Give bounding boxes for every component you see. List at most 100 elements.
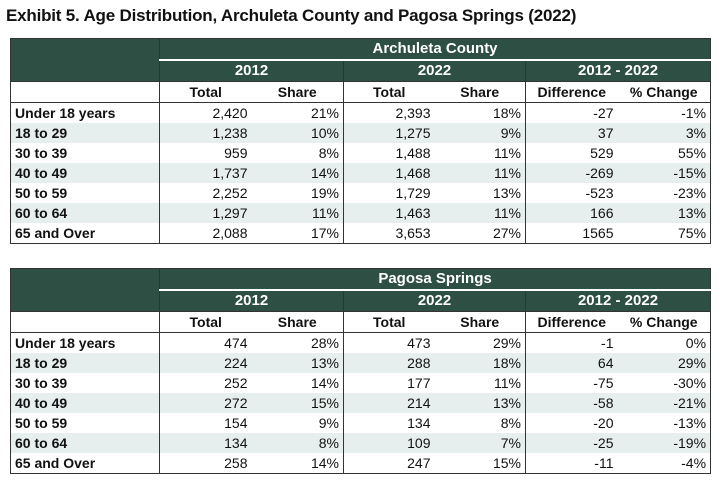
table-geography-header: Pagosa Springs: [158, 268, 711, 291]
row-label: 18 to 29: [10, 353, 160, 373]
table-geography-header: Archuleta County: [158, 38, 711, 61]
cell: 2,420: [159, 102, 252, 123]
row-label: Under 18 years: [15, 105, 116, 121]
table-row: 30 to 39 959 8% 1,488 11% 529 55%: [11, 143, 711, 163]
column-header: % Change: [617, 311, 711, 333]
year-group-header: 2012 - 2022: [524, 60, 711, 82]
cell: 28%: [310, 335, 339, 351]
cell: 15%: [492, 455, 521, 471]
cell: -15%: [617, 163, 711, 183]
column-header: Difference: [525, 81, 618, 103]
cell: 1,488: [343, 143, 435, 163]
cell: -269: [525, 163, 618, 183]
cell: 11%: [494, 145, 521, 161]
row-label: 50 to 59: [15, 415, 68, 431]
cell: -58: [525, 393, 618, 413]
cell: 29%: [617, 353, 711, 373]
cell: 1,463: [343, 203, 435, 223]
table-row: 50 to 59 2,252 19% 1,729 13% -523 -23%: [11, 183, 711, 203]
table-row: Under 18 years 2,420 21% 2,393 18% -27 -1%: [11, 102, 711, 123]
cell: -19%: [617, 433, 711, 453]
column-header: Share: [251, 311, 344, 333]
row-label: 30 to 39: [15, 375, 68, 391]
cell: 3%: [617, 123, 711, 143]
cell: 18%: [434, 353, 526, 373]
cell: 2,252: [159, 183, 252, 203]
cell: -20: [525, 413, 618, 433]
cell: 214: [343, 393, 435, 413]
table-row: 40 to 49 272 15% 214 13% -58 -21%: [10, 393, 711, 413]
column-header: Total: [159, 81, 252, 103]
cell: 9%: [318, 415, 339, 431]
cell: 134: [343, 413, 435, 433]
cell: 529: [525, 143, 618, 163]
row-label: 50 to 59: [15, 185, 68, 201]
cell: 272: [159, 393, 252, 413]
column-header: Share: [434, 311, 526, 333]
row-label: 40 to 49: [10, 393, 160, 413]
row-label: Under 18 years: [15, 335, 116, 351]
cell: 14%: [251, 163, 344, 183]
cell: 75%: [678, 225, 707, 241]
row-label: 60 to 64: [10, 433, 160, 453]
table-row: 65 and Over 258 14% 247 15% -11 -4%: [11, 453, 711, 474]
cell: 2,088: [159, 223, 252, 244]
cell: 1,238: [159, 123, 252, 143]
corner-cell: [10, 268, 160, 312]
archuleta-county-table: Archuleta County 2012 2022 2012 - 2022 Total…: [10, 38, 712, 244]
blank-header: [10, 81, 160, 103]
table-row: 40 to 49 1,737 14% 1,468 11% -269 -15%: [10, 163, 711, 183]
row-label: 40 to 49: [10, 163, 160, 183]
pagosa-springs-table: Pagosa Springs 2012 2022 2012 - 2022 Total Sh…: [10, 268, 712, 474]
blank-header: [10, 311, 160, 333]
cell: 3,653: [343, 223, 435, 244]
cell: -11: [525, 453, 618, 474]
cell: -4%: [681, 455, 707, 471]
column-header: Total: [343, 81, 435, 103]
cell: 10%: [251, 123, 344, 143]
row-label: 30 to 39: [15, 145, 68, 161]
cell: 19%: [310, 185, 339, 201]
cell: 11%: [434, 203, 526, 223]
column-header: Share: [434, 81, 526, 103]
table-row: 50 to 59 154 9% 134 8% -20 -13%: [11, 413, 711, 433]
cell: 13%: [434, 393, 526, 413]
cell: 0%: [685, 335, 707, 351]
year-group-header: 2012: [159, 290, 344, 312]
cell: -13%: [673, 415, 707, 431]
table-row: 18 to 29 1,238 10% 1,275 9% 37 3%: [10, 123, 711, 143]
row-label: 65 and Over: [15, 225, 96, 241]
cell: 15%: [251, 393, 344, 413]
cell: 252: [159, 373, 252, 393]
cell: 11%: [434, 163, 526, 183]
cell: 21%: [310, 105, 339, 121]
cell: 109: [343, 433, 435, 453]
cell: 55%: [678, 145, 707, 161]
table-row: 60 to 64 134 8% 109 7% -25 -19%: [10, 433, 711, 453]
year-group-header: 2012 - 2022: [524, 290, 711, 312]
cell: 37: [525, 123, 618, 143]
cell: 64: [525, 353, 618, 373]
table-row: 30 to 39 252 14% 177 11% -75 -30%: [11, 373, 711, 393]
table-row: Under 18 years 474 28% 473 29% -1 0%: [11, 332, 711, 353]
cell: 13%: [492, 185, 521, 201]
cell: 18%: [492, 105, 521, 121]
cell: 473: [343, 332, 435, 353]
cell: 1,297: [159, 203, 252, 223]
cell: 8%: [500, 415, 521, 431]
corner-cell: [10, 38, 160, 82]
cell: 1,468: [343, 163, 435, 183]
cell: 474: [159, 332, 252, 353]
row-label: 60 to 64: [10, 203, 160, 223]
cell: 959: [159, 143, 252, 163]
row-label: 18 to 29: [10, 123, 160, 143]
table-row: 18 to 29 224 13% 288 18% 64 29%: [10, 353, 711, 373]
table-row: 60 to 64 1,297 11% 1,463 11% 166 13%: [10, 203, 711, 223]
cell: 11%: [494, 375, 521, 391]
year-group-header: 2022: [343, 290, 526, 312]
cell: -21%: [617, 393, 711, 413]
cell: 1,729: [343, 183, 435, 203]
cell: 14%: [310, 455, 339, 471]
cell: 1,737: [159, 163, 252, 183]
column-header: % Change: [617, 81, 711, 103]
